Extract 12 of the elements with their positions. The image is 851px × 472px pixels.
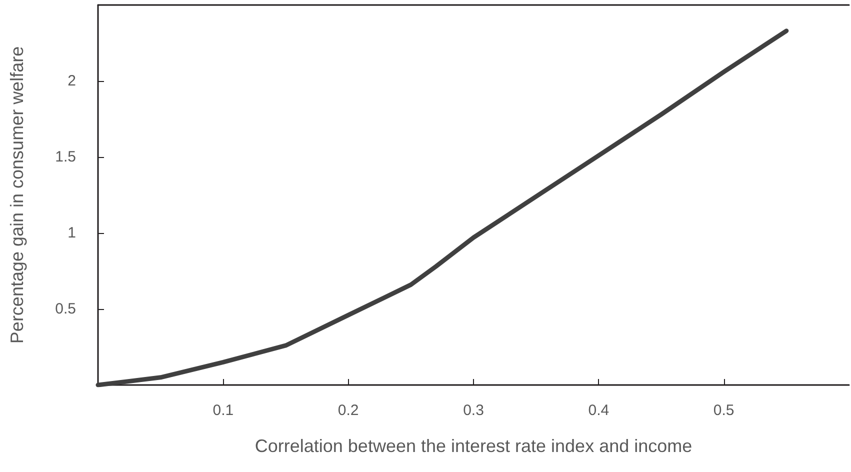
x-tick-label: 0.1 (212, 402, 234, 419)
x-axis-title: Correlation between the interest rate index and income (254, 436, 692, 456)
x-tick-label: 0.4 (588, 402, 610, 419)
y-axis-title: Percentage gain in consumer welfare (7, 46, 27, 344)
y-tick-label: 2 (68, 72, 76, 90)
line-series (96, 28, 789, 388)
y-tick-label: 0.5 (55, 300, 76, 318)
y-tick-label: 1 (68, 224, 76, 242)
x-tick-label: 0.3 (463, 402, 484, 419)
x-tick-label: 0.2 (338, 402, 359, 419)
y-tick-label: 1.5 (55, 148, 76, 166)
x-tick-label: 0.5 (713, 402, 734, 419)
